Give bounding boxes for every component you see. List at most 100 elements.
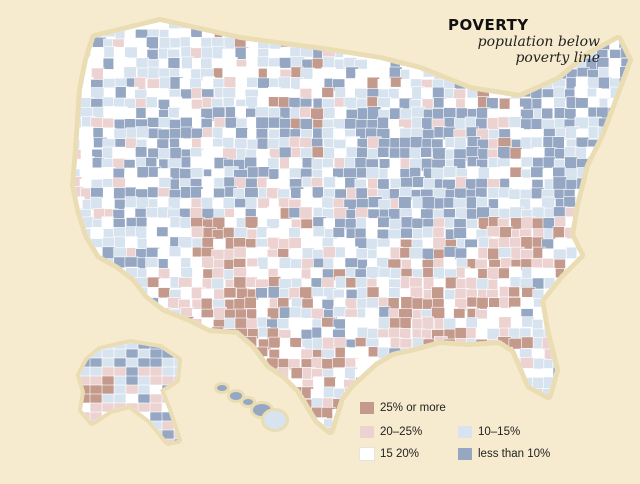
county-tile (400, 248, 411, 258)
county-tile (147, 117, 160, 127)
county-tile (432, 388, 444, 398)
county-tile (445, 367, 458, 377)
county-tile (432, 287, 444, 299)
county-tile (301, 418, 312, 428)
county-tile (69, 19, 83, 32)
county-tile (400, 318, 411, 329)
county-tile (225, 417, 239, 428)
county-tile (334, 37, 345, 49)
county-tile (138, 394, 151, 404)
county-tile (213, 19, 224, 30)
county-tile (157, 237, 169, 249)
county-tile (278, 227, 289, 238)
county-tile (322, 17, 334, 28)
county-tile (621, 347, 633, 358)
county-tile (553, 227, 566, 240)
county-tile (577, 338, 589, 348)
county-tile (150, 439, 163, 449)
county-tile (81, 428, 94, 440)
county-tile (422, 317, 434, 330)
county-tile (631, 367, 640, 379)
county-tile (476, 197, 487, 208)
county-tile (367, 168, 380, 180)
county-tile (125, 429, 139, 441)
county-tile (168, 339, 181, 351)
county-tile (421, 358, 433, 371)
county-tile (586, 389, 598, 402)
county-tile (168, 257, 182, 269)
county-tile (344, 29, 356, 41)
county-tile (378, 147, 389, 157)
county-tile (102, 376, 115, 386)
county-tile (466, 350, 478, 362)
county-tile (324, 37, 336, 47)
county-tile (124, 148, 136, 158)
county-tile (114, 289, 127, 300)
map-title-block: POVERTY population below poverty line (440, 16, 600, 66)
county-tile (192, 387, 203, 398)
county-tile (598, 397, 611, 408)
county-tile (620, 108, 633, 120)
county-tile (630, 188, 640, 199)
county-tile (608, 249, 622, 260)
county-tile (179, 278, 193, 289)
county-tile (632, 417, 640, 429)
county-tile (576, 328, 589, 339)
county-tile (610, 267, 622, 279)
county-tile (179, 378, 193, 389)
county-tile (344, 438, 358, 451)
county-tile (102, 318, 115, 330)
county-tile (114, 394, 127, 404)
county-tile (521, 178, 533, 189)
county-tile (500, 78, 512, 88)
county-tile (356, 208, 369, 219)
county-tile (279, 397, 292, 408)
county-tile (610, 157, 622, 168)
county-tile (500, 377, 513, 387)
county-tile (379, 38, 390, 49)
county-tile (577, 67, 589, 77)
county-tile (333, 227, 345, 237)
county-tile (190, 427, 203, 437)
county-tile (509, 237, 522, 247)
county-tile (389, 367, 401, 380)
county-tile (225, 440, 236, 452)
county-tile (488, 358, 500, 368)
county-tile (136, 178, 148, 190)
county-tile (191, 368, 205, 379)
map-subtitle-line1: population below (440, 34, 600, 50)
county-tile (401, 297, 413, 309)
county-tile (90, 403, 103, 413)
county-tile (609, 347, 620, 359)
county-tile (631, 408, 640, 421)
county-tile (542, 268, 556, 279)
county-tile (203, 387, 215, 397)
county-tile (334, 207, 348, 219)
county-tile (225, 217, 237, 228)
county-tile (632, 88, 640, 98)
county-tile (322, 278, 335, 289)
county-tile (609, 260, 620, 273)
county-tile (554, 97, 566, 108)
county-tile (323, 387, 335, 398)
county-tile (587, 248, 598, 260)
county-tile (498, 368, 510, 380)
county-tile (126, 349, 139, 359)
hawaii-island (243, 399, 253, 405)
county-tile (181, 347, 194, 358)
county-tile (619, 99, 630, 112)
county-tile (311, 237, 324, 248)
county-tile (115, 428, 127, 440)
county-tile (400, 109, 412, 120)
county-tile (587, 167, 600, 180)
county-tile (102, 421, 115, 431)
county-tile (103, 277, 115, 287)
county-tile (423, 178, 435, 189)
county-tile (597, 328, 609, 340)
county-tile (553, 137, 565, 149)
county-tile (168, 327, 179, 339)
county-tile (333, 438, 345, 449)
county-tile (488, 248, 499, 261)
county-tile (620, 218, 633, 229)
county-tile (588, 127, 599, 139)
